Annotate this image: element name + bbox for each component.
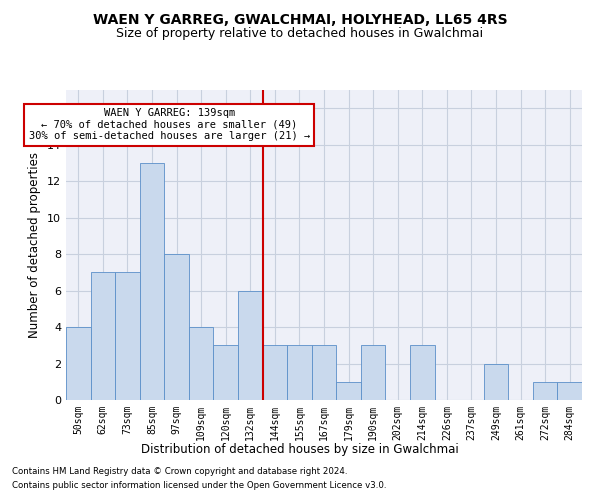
Text: Contains public sector information licensed under the Open Government Licence v3: Contains public sector information licen… <box>12 481 386 490</box>
Text: WAEN Y GARREG: 139sqm
← 70% of detached houses are smaller (49)
30% of semi-deta: WAEN Y GARREG: 139sqm ← 70% of detached … <box>29 108 310 142</box>
Text: Distribution of detached houses by size in Gwalchmai: Distribution of detached houses by size … <box>141 442 459 456</box>
Bar <box>140 163 164 400</box>
Text: WAEN Y GARREG, GWALCHMAI, HOLYHEAD, LL65 4RS: WAEN Y GARREG, GWALCHMAI, HOLYHEAD, LL65… <box>92 12 508 26</box>
Bar <box>410 346 434 400</box>
Bar <box>189 327 214 400</box>
Bar <box>484 364 508 400</box>
Bar <box>263 346 287 400</box>
Bar <box>238 290 263 400</box>
Text: Contains HM Land Registry data © Crown copyright and database right 2024.: Contains HM Land Registry data © Crown c… <box>12 467 347 476</box>
Bar <box>214 346 238 400</box>
Bar <box>336 382 361 400</box>
Bar <box>312 346 336 400</box>
Bar <box>66 327 91 400</box>
Bar <box>361 346 385 400</box>
Bar <box>164 254 189 400</box>
Bar <box>115 272 140 400</box>
Bar <box>533 382 557 400</box>
Bar <box>91 272 115 400</box>
Text: Size of property relative to detached houses in Gwalchmai: Size of property relative to detached ho… <box>116 28 484 40</box>
Bar <box>557 382 582 400</box>
Bar <box>287 346 312 400</box>
Y-axis label: Number of detached properties: Number of detached properties <box>28 152 41 338</box>
